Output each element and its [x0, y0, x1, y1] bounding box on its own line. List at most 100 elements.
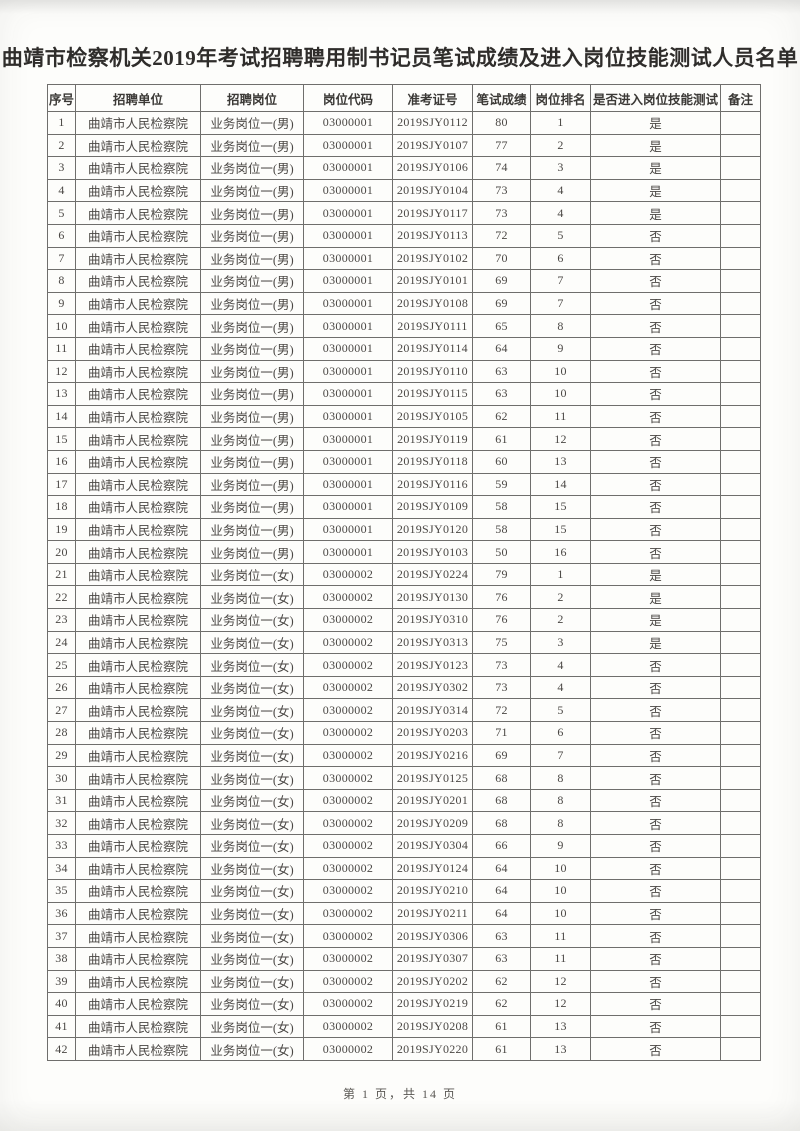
cell-score: 50 — [472, 540, 531, 564]
cell-rank: 2 — [530, 585, 591, 610]
cell-score: 62 — [472, 404, 531, 429]
cell-position: 业务岗位一(女) — [200, 675, 304, 700]
cell-ticket: 2019SJY0208 — [392, 1014, 473, 1039]
table-row: 40 曲靖市人民检察院 业务岗位一(女) 03000002 2019SJY0219 62 1… — [47, 992, 761, 1016]
cell-seq: 24 — [47, 630, 76, 655]
cell-rank: 9 — [530, 336, 591, 361]
table-row: 19 曲靖市人民检察院 业务岗位一(男) 03000001 2019SJY0120 58 1… — [47, 517, 761, 542]
cell-note — [720, 472, 761, 497]
table-row: 11 曲靖市人民检察院 业务岗位一(男) 03000001 2019SJY0114 64 9… — [47, 336, 761, 361]
cell-position: 业务岗位一(男) — [200, 359, 304, 384]
cell-unit: 曲靖市人民检察院 — [75, 201, 201, 225]
cell-rank: 11 — [530, 946, 591, 971]
cell-rank: 10 — [530, 359, 591, 384]
cell-ticket: 2019SJY0220 — [392, 1037, 473, 1061]
cell-advance: 否 — [590, 449, 721, 474]
header-unit: 招聘单位 — [75, 84, 201, 112]
cell-note — [720, 223, 761, 248]
table-row: 13 曲靖市人民检察院 业务岗位一(男) 03000001 2019SJY0115 63 1… — [47, 382, 761, 406]
cell-position: 业务岗位一(男) — [200, 495, 304, 519]
cell-unit: 曲靖市人民检察院 — [75, 811, 201, 835]
results-table: 序号 招聘单位 招聘岗位 岗位代码 准考证号 笔试成绩 岗位排名 是否进入岗位技… — [47, 84, 761, 1061]
cell-ticket: 2019SJY0107 — [392, 133, 473, 158]
cell-score: 59 — [472, 472, 531, 497]
cell-ticket: 2019SJY0219 — [392, 992, 473, 1016]
cell-advance: 是 — [590, 630, 721, 655]
cell-score: 65 — [472, 314, 531, 338]
cell-advance: 否 — [590, 653, 721, 677]
cell-seq: 4 — [47, 178, 76, 203]
cell-code: 03000001 — [303, 269, 393, 293]
cell-advance: 否 — [590, 788, 721, 813]
cell-unit: 曲靖市人民检察院 — [75, 359, 201, 384]
cell-unit: 曲靖市人民检察院 — [75, 382, 201, 406]
cell-score: 62 — [472, 992, 531, 1016]
cell-note — [720, 698, 761, 723]
cell-unit: 曲靖市人民检察院 — [75, 562, 201, 587]
table-row: 1 曲靖市人民检察院 业务岗位一(男) 03000001 2019SJY0112 80 1 是 — [47, 111, 761, 135]
cell-position: 业务岗位一(男) — [200, 201, 304, 225]
cell-position: 业务岗位一(男) — [200, 156, 304, 180]
cell-note — [720, 834, 761, 858]
cell-note — [720, 517, 761, 542]
cell-position: 业务岗位一(女) — [200, 788, 304, 813]
table-row: 26 曲靖市人民检察院 业务岗位一(女) 03000002 2019SJY0302 73 4… — [47, 675, 761, 700]
cell-note — [720, 201, 761, 225]
cell-code: 03000002 — [303, 946, 393, 971]
cell-score: 73 — [472, 653, 531, 677]
cell-score: 70 — [472, 246, 531, 271]
cell-code: 03000001 — [303, 156, 393, 180]
cell-note — [720, 992, 761, 1016]
cell-code: 03000001 — [303, 540, 393, 564]
cell-seq: 41 — [47, 1014, 76, 1039]
cell-position: 业务岗位一(女) — [200, 608, 304, 632]
cell-unit: 曲靖市人民检察院 — [75, 246, 201, 271]
cell-unit: 曲靖市人民检察院 — [75, 540, 201, 564]
cell-score: 79 — [472, 562, 531, 587]
cell-code: 03000002 — [303, 1037, 393, 1061]
table-row: 34 曲靖市人民检察院 业务岗位一(女) 03000002 2019SJY0124 64 1… — [47, 856, 761, 881]
cell-rank: 11 — [530, 404, 591, 429]
cell-ticket: 2019SJY0102 — [392, 246, 473, 271]
cell-position: 业务岗位一(女) — [200, 562, 304, 587]
cell-seq: 17 — [47, 472, 76, 497]
cell-rank: 4 — [530, 178, 591, 203]
cell-note — [720, 404, 761, 429]
cell-unit: 曲靖市人民检察院 — [75, 517, 201, 542]
cell-unit: 曲靖市人民检察院 — [75, 743, 201, 768]
table-row: 36 曲靖市人民检察院 业务岗位一(女) 03000002 2019SJY0211 64 1… — [47, 901, 761, 926]
cell-rank: 8 — [530, 811, 591, 835]
cell-advance: 是 — [590, 156, 721, 180]
table-row: 14 曲靖市人民检察院 业务岗位一(男) 03000001 2019SJY0105 62 1… — [47, 404, 761, 429]
cell-code: 03000001 — [303, 382, 393, 406]
cell-unit: 曲靖市人民检察院 — [75, 901, 201, 926]
cell-code: 03000001 — [303, 336, 393, 361]
cell-note — [720, 856, 761, 881]
cell-rank: 6 — [530, 246, 591, 271]
cell-score: 62 — [472, 969, 531, 994]
cell-ticket: 2019SJY0310 — [392, 608, 473, 632]
cell-unit: 曲靖市人民检察院 — [75, 969, 201, 994]
cell-score: 69 — [472, 743, 531, 768]
cell-code: 03000002 — [303, 811, 393, 835]
cell-unit: 曲靖市人民检察院 — [75, 314, 201, 338]
cell-advance: 否 — [590, 495, 721, 519]
cell-advance: 否 — [590, 879, 721, 903]
cell-seq: 21 — [47, 562, 76, 587]
cell-position: 业务岗位一(男) — [200, 269, 304, 293]
cell-ticket: 2019SJY0211 — [392, 901, 473, 926]
cell-advance: 否 — [590, 721, 721, 745]
cell-rank: 13 — [530, 449, 591, 474]
cell-score: 68 — [472, 766, 531, 790]
cell-seq: 38 — [47, 946, 76, 971]
cell-unit: 曲靖市人民检察院 — [75, 1037, 201, 1061]
table-row: 20 曲靖市人民检察院 业务岗位一(男) 03000001 2019SJY0103 50 1… — [47, 540, 761, 564]
cell-rank: 13 — [530, 1014, 591, 1039]
cell-unit: 曲靖市人民检察院 — [75, 856, 201, 881]
cell-score: 80 — [472, 111, 531, 135]
cell-position: 业务岗位一(女) — [200, 856, 304, 881]
cell-score: 71 — [472, 721, 531, 745]
cell-seq: 9 — [47, 291, 76, 316]
cell-score: 68 — [472, 811, 531, 835]
cell-score: 69 — [472, 291, 531, 316]
